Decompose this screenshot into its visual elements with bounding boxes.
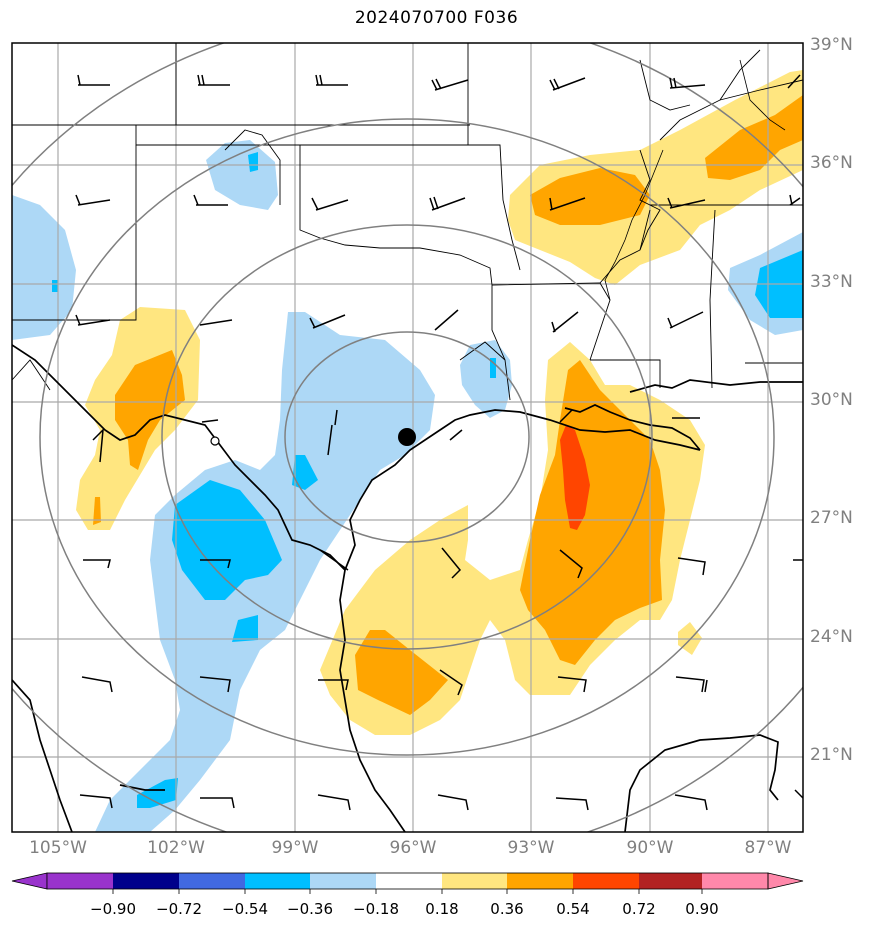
station-marker-icon xyxy=(398,428,416,446)
colorbar xyxy=(11,872,804,894)
coastlines xyxy=(12,344,803,832)
colorbar-bin-2 xyxy=(113,873,179,889)
colorbar-tick-label: −0.72 xyxy=(156,900,202,918)
lon-label-96: 96°W xyxy=(389,838,437,858)
lon-label-87: 87°W xyxy=(744,838,792,858)
colorbar-bin-9 xyxy=(573,873,639,889)
colorbar-bin-11 xyxy=(702,873,768,889)
shading-blue xyxy=(52,152,803,808)
state-boundaries xyxy=(12,43,803,401)
colorbar-tick-label: −0.18 xyxy=(353,900,399,918)
colorbar-bin-10 xyxy=(639,873,702,889)
colorbar-tick-label: 0.90 xyxy=(685,900,719,918)
colorbar-tick-label: 0.36 xyxy=(490,900,524,918)
colorbar-bin-6 xyxy=(376,873,442,889)
shading-red-orange xyxy=(560,425,590,530)
colorbar-bin-5 xyxy=(310,873,376,889)
lon-label-102: 102°W xyxy=(147,838,205,858)
colorbar-tick-label: −0.36 xyxy=(287,900,333,918)
colorbar-tick-label: 0.18 xyxy=(425,900,459,918)
lat-label-30: 30°N xyxy=(810,390,853,410)
colorbar-tick-label: −0.54 xyxy=(222,900,268,918)
lat-label-24: 24°N xyxy=(810,627,853,647)
colorbar-high-extension xyxy=(767,872,804,890)
colorbar-low-extension xyxy=(11,872,48,890)
colorbar-tick-label: −0.90 xyxy=(90,900,136,918)
lat-lon-grid xyxy=(12,43,803,832)
colorbar-bin-8 xyxy=(507,873,573,889)
colorbar-tick-label: 0.72 xyxy=(622,900,656,918)
lat-label-33: 33°N xyxy=(810,272,853,292)
lon-label-90: 90°W xyxy=(626,838,674,858)
lat-label-36: 36°N xyxy=(810,153,853,173)
range-rings xyxy=(12,43,803,832)
lat-label-39: 39°N xyxy=(810,35,853,55)
lon-label-105: 105°W xyxy=(29,838,87,858)
lat-label-27: 27°N xyxy=(810,508,853,528)
small-lake-icon xyxy=(210,436,220,446)
wind-barbs xyxy=(75,74,803,811)
colorbar-bin-4 xyxy=(245,873,310,889)
colorbar-tick-label: 0.54 xyxy=(556,900,590,918)
rivers xyxy=(604,59,786,301)
colorbar-bin-3 xyxy=(179,873,245,889)
map-title: 2024070700 F036 xyxy=(354,8,519,28)
colorbar-bin-1 xyxy=(47,873,113,889)
lat-label-21: 21°N xyxy=(810,745,853,765)
lon-label-99: 99°W xyxy=(271,838,319,858)
lon-label-93: 93°W xyxy=(507,838,555,858)
colorbar-bin-7 xyxy=(442,873,507,889)
map-frame xyxy=(11,42,804,833)
